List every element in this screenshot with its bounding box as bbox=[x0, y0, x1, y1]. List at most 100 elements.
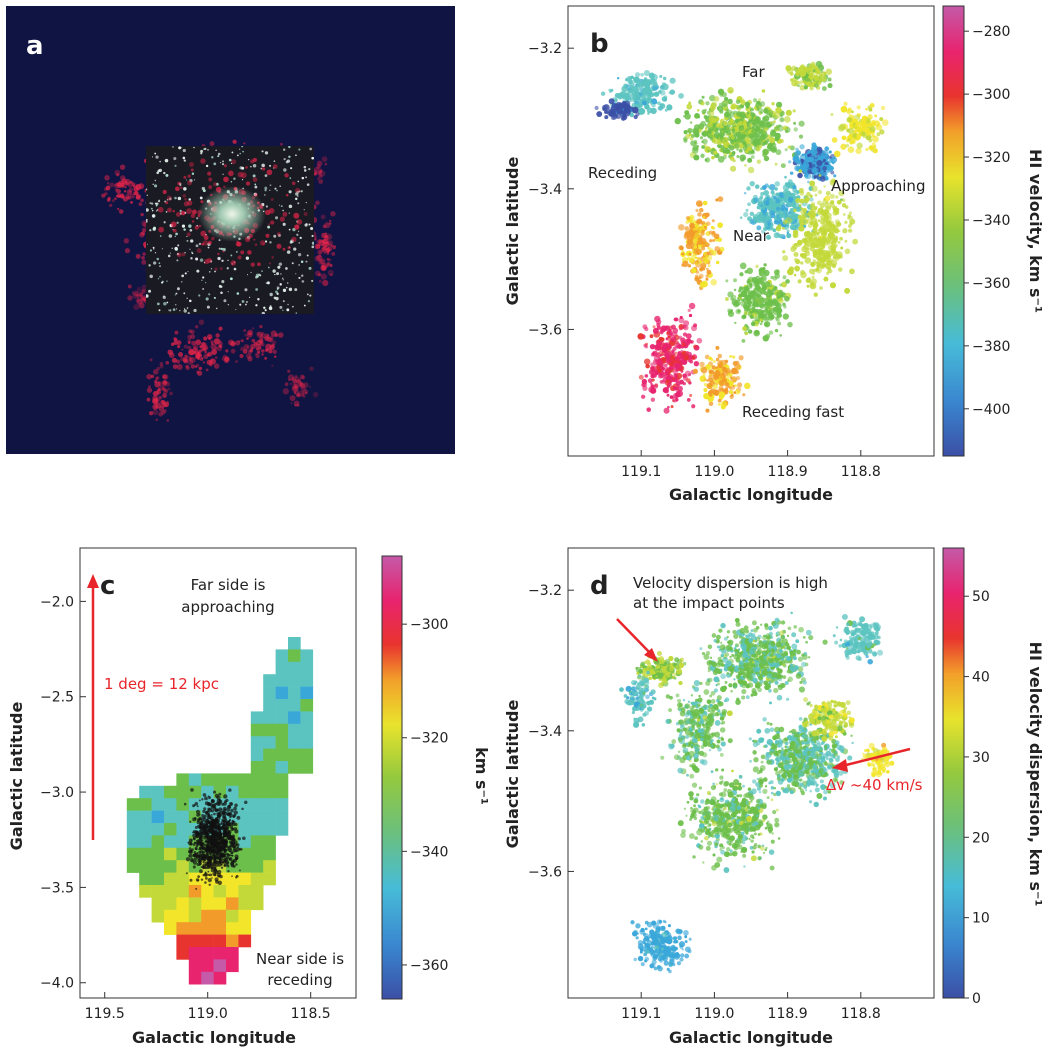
velocity-speck bbox=[732, 355, 736, 359]
velocity-speck bbox=[778, 233, 783, 239]
hi-speck bbox=[303, 382, 309, 388]
hi-speck bbox=[156, 389, 162, 395]
hi-speck bbox=[118, 209, 124, 214]
star bbox=[174, 164, 177, 167]
velocity-speck bbox=[706, 251, 711, 256]
velocity-speck bbox=[641, 100, 647, 106]
velocity-speck bbox=[811, 185, 818, 192]
star bbox=[154, 184, 158, 188]
velocity-speck bbox=[806, 191, 811, 197]
star bbox=[181, 224, 186, 228]
velocity-speck bbox=[698, 261, 702, 265]
hi-speck bbox=[314, 238, 317, 241]
velocity-speck bbox=[687, 264, 692, 268]
velocity-speck bbox=[856, 142, 863, 149]
hi-speck bbox=[321, 247, 328, 253]
velocity-speck bbox=[758, 314, 761, 317]
velocity-speck bbox=[779, 138, 784, 144]
colorbar-tick-label: −380 bbox=[972, 339, 1010, 355]
arm-speck bbox=[175, 212, 181, 217]
star bbox=[158, 309, 161, 312]
arm-speck bbox=[271, 255, 275, 259]
velocity-speck bbox=[689, 393, 693, 398]
hi-speck bbox=[290, 402, 293, 405]
hi-speck bbox=[138, 232, 145, 238]
hi-speck bbox=[176, 364, 183, 370]
velocity-speck bbox=[730, 376, 733, 380]
velocity-speck bbox=[675, 398, 679, 402]
velocity-speck bbox=[699, 361, 705, 368]
star bbox=[184, 252, 186, 254]
velocity-speck bbox=[713, 131, 721, 139]
velocity-speck bbox=[734, 363, 741, 370]
velocity-speck bbox=[640, 394, 646, 399]
hi-speck bbox=[205, 368, 209, 372]
velocity-speck bbox=[744, 149, 750, 154]
velocity-speck bbox=[807, 153, 811, 158]
star bbox=[186, 297, 188, 300]
velocity-speck bbox=[868, 145, 874, 151]
velocity-speck bbox=[782, 184, 790, 191]
arm-speck bbox=[196, 248, 202, 254]
hi-speck bbox=[131, 182, 136, 187]
velocity-speck bbox=[728, 389, 734, 395]
star bbox=[191, 251, 193, 253]
velocity-speck bbox=[828, 150, 832, 154]
velocity-speck bbox=[699, 136, 703, 140]
velocity-speck bbox=[682, 332, 688, 337]
hi-speck bbox=[304, 391, 308, 395]
velocity-speck bbox=[772, 298, 779, 306]
velocity-speck bbox=[763, 189, 770, 196]
hi-speck bbox=[198, 349, 203, 353]
star bbox=[152, 227, 156, 231]
velocity-speck bbox=[849, 222, 853, 226]
star bbox=[200, 149, 204, 153]
star bbox=[183, 292, 186, 295]
velocity-speck bbox=[770, 190, 775, 195]
velocity-speck bbox=[719, 134, 724, 139]
hi-speck bbox=[316, 164, 321, 169]
velocity-speck bbox=[652, 325, 656, 329]
arm-speck bbox=[237, 171, 244, 178]
star bbox=[175, 292, 178, 295]
velocity-speck bbox=[723, 96, 729, 102]
velocity-speck bbox=[804, 194, 807, 198]
star bbox=[295, 154, 297, 157]
velocity-speck bbox=[730, 103, 737, 110]
hi-speck bbox=[251, 338, 256, 343]
velocity-speck bbox=[697, 115, 701, 119]
hi-speck bbox=[141, 289, 146, 294]
velocity-speck bbox=[837, 200, 842, 205]
hi-speck bbox=[215, 347, 218, 350]
velocity-speck bbox=[822, 150, 829, 157]
hi-speck bbox=[296, 403, 300, 407]
velocity-speck bbox=[761, 89, 766, 93]
velocity-speck bbox=[655, 343, 661, 350]
velocity-speck bbox=[744, 331, 749, 336]
velocity-speck bbox=[693, 361, 700, 367]
star bbox=[222, 160, 225, 163]
arm-speck bbox=[291, 181, 296, 186]
velocity-speck bbox=[756, 308, 764, 316]
hi-speck bbox=[136, 299, 143, 305]
panel-b-colorbar-ticks: −280−300−320−340−360−380−400 bbox=[964, 24, 1010, 418]
velocity-speck bbox=[719, 246, 725, 252]
arm-speck bbox=[237, 255, 242, 260]
velocity-speck bbox=[809, 197, 814, 202]
velocity-speck bbox=[837, 229, 841, 233]
velocity-speck bbox=[811, 166, 817, 173]
velocity-speck bbox=[701, 221, 706, 225]
star bbox=[293, 247, 297, 251]
hi-speck bbox=[176, 340, 182, 346]
hi-speck bbox=[293, 400, 300, 407]
star bbox=[245, 256, 249, 260]
velocity-speck bbox=[729, 354, 733, 358]
hi-speck bbox=[315, 200, 320, 206]
velocity-speck bbox=[744, 131, 748, 135]
velocity-speck bbox=[748, 295, 754, 301]
star bbox=[209, 271, 211, 273]
hi-speck bbox=[327, 243, 333, 248]
hi-speck bbox=[314, 243, 321, 250]
star bbox=[261, 270, 263, 273]
velocity-speck bbox=[697, 238, 704, 246]
